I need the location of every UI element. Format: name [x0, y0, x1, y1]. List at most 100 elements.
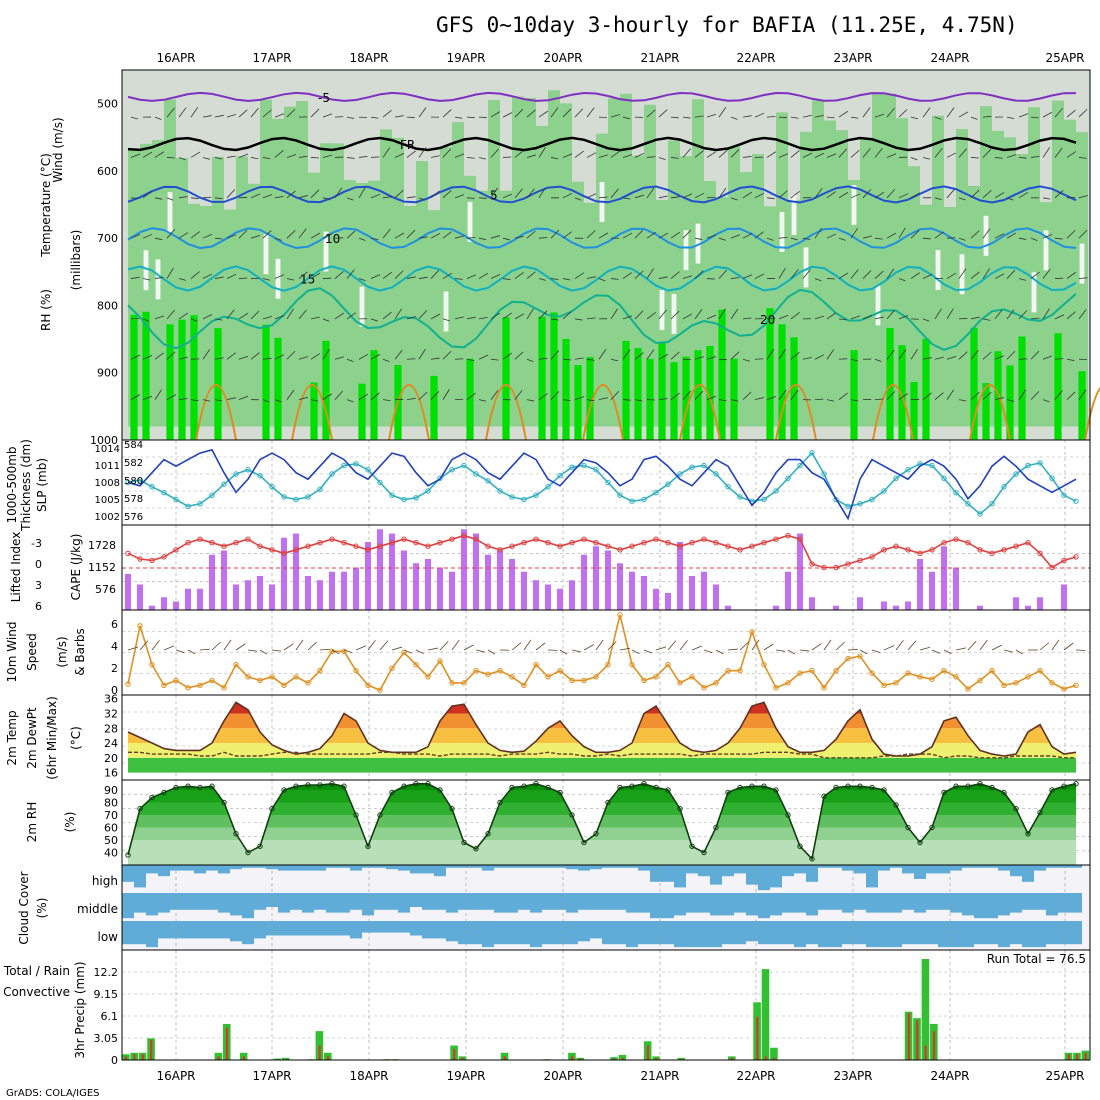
- wind-barb: [214, 237, 223, 240]
- cloud-cell: [794, 865, 806, 874]
- wind-barb: [418, 236, 428, 239]
- wind-barb: [778, 190, 788, 199]
- wind-speed-series-point: [965, 686, 971, 692]
- lifted-index-series-point: [377, 543, 383, 549]
- wind-barb: [910, 192, 921, 199]
- cloud-cell: [722, 921, 734, 945]
- isotherm-label: FR: [400, 138, 415, 152]
- wind-barb: [634, 152, 645, 158]
- wind-barb: [418, 348, 426, 360]
- wind-barb: [958, 111, 969, 118]
- wind-barb: [514, 150, 524, 158]
- rh-band: [344, 180, 356, 427]
- wind-barb: [214, 276, 224, 279]
- cloud-cell: [518, 921, 530, 945]
- wind-barb: [310, 232, 321, 239]
- wind-barb: [706, 314, 717, 320]
- cloud-cell: [1046, 893, 1058, 916]
- cloud-cell: [770, 921, 782, 945]
- cloud-cell: [794, 921, 806, 948]
- wind-barb: [298, 356, 309, 360]
- wind-barb: [802, 357, 812, 360]
- cloud-cell: [998, 865, 1010, 871]
- cape-bar: [605, 550, 611, 610]
- wind-barb: [634, 352, 644, 360]
- rh-band: [872, 94, 884, 427]
- rh2m-series-point: [389, 789, 395, 796]
- wind-barb: [754, 231, 764, 239]
- rh-band-dry: [155, 259, 161, 300]
- rh-ylabel: 2m RH: [25, 802, 39, 843]
- wind-barb: [982, 148, 992, 158]
- cloud-cell: [434, 921, 446, 939]
- wind-speed-series-point: [569, 677, 575, 684]
- wind-speed-series-point: [665, 661, 671, 668]
- wind-barb: [502, 278, 511, 281]
- surface-wind-barb: [643, 649, 653, 654]
- cloud-cell: [950, 893, 962, 913]
- wind-speed-series-point: [833, 668, 839, 674]
- wind-barb: [310, 108, 320, 118]
- wind-barb: [262, 230, 272, 239]
- wind-barb: [1018, 237, 1027, 240]
- rh-band: [1004, 137, 1016, 427]
- precip-ytick: 9.15: [94, 988, 119, 1001]
- surface-wind-barb: [523, 639, 532, 651]
- wind-speed-series-point: [137, 623, 143, 629]
- wind-barb: [1054, 358, 1064, 360]
- cloud-cell: [806, 893, 818, 916]
- wind-speed-series-point: [269, 674, 275, 680]
- slp-ytick: 1002: [95, 512, 120, 523]
- wind-barb: [430, 313, 441, 320]
- thickness-series-point: [485, 478, 491, 484]
- lifted-index-series-point: [437, 540, 443, 546]
- wind-barb: [382, 196, 392, 199]
- wind-barb: [418, 310, 428, 320]
- wind-barb: [1018, 157, 1027, 159]
- rh2m-series-point: [893, 802, 899, 808]
- rh-band-bright: [766, 308, 774, 440]
- rh2m-series-point: [665, 787, 671, 793]
- wind-barb: [670, 157, 679, 159]
- thickness-series-point: [713, 471, 719, 477]
- precip-conv-bar: [730, 1057, 734, 1060]
- cape-bar: [917, 559, 923, 610]
- cloud-cell: [950, 921, 962, 948]
- precip-ylabel-b: Convective: [3, 985, 70, 999]
- wind-barb: [286, 278, 295, 281]
- wind-barb: [646, 187, 655, 199]
- wind-barb: [946, 308, 954, 320]
- wind-barb: [934, 392, 944, 400]
- wind-barb: [574, 357, 584, 360]
- wind-barb: [1006, 269, 1016, 279]
- rh2m-series-point: [857, 783, 863, 789]
- wind-barb: [910, 157, 918, 161]
- cloud-cell: [134, 921, 146, 945]
- thickness-series-point: [185, 503, 191, 509]
- lifted-index-series-point: [917, 550, 923, 557]
- rh-band-bright: [1078, 371, 1086, 440]
- wind-barb: [142, 191, 152, 199]
- wind-barb: [550, 278, 559, 280]
- wind-barb: [442, 389, 450, 400]
- rh2m-series-point: [557, 789, 563, 796]
- thickness-series-point: [281, 494, 287, 500]
- cloud-cell: [986, 893, 998, 919]
- surface-wind-barb: [1039, 642, 1050, 651]
- precip-total-bar: [677, 1057, 686, 1060]
- wind-barb: [490, 312, 501, 320]
- cloud-cell: [182, 893, 194, 910]
- rh-ytick: 90: [104, 784, 118, 797]
- wind-barb: [574, 197, 582, 201]
- wind-barb: [334, 271, 344, 279]
- wind-barb: [1054, 147, 1063, 158]
- lifted-index-series-point: [305, 543, 311, 549]
- cloud-cell: [458, 865, 470, 868]
- wind-barb: [574, 150, 584, 158]
- precip-total-bar: [770, 1047, 778, 1060]
- wind-barb: [466, 116, 475, 119]
- wind-barb: [790, 116, 799, 119]
- wind-barb: [982, 391, 992, 400]
- wind-barb: [226, 309, 235, 320]
- rh-band: [668, 140, 680, 427]
